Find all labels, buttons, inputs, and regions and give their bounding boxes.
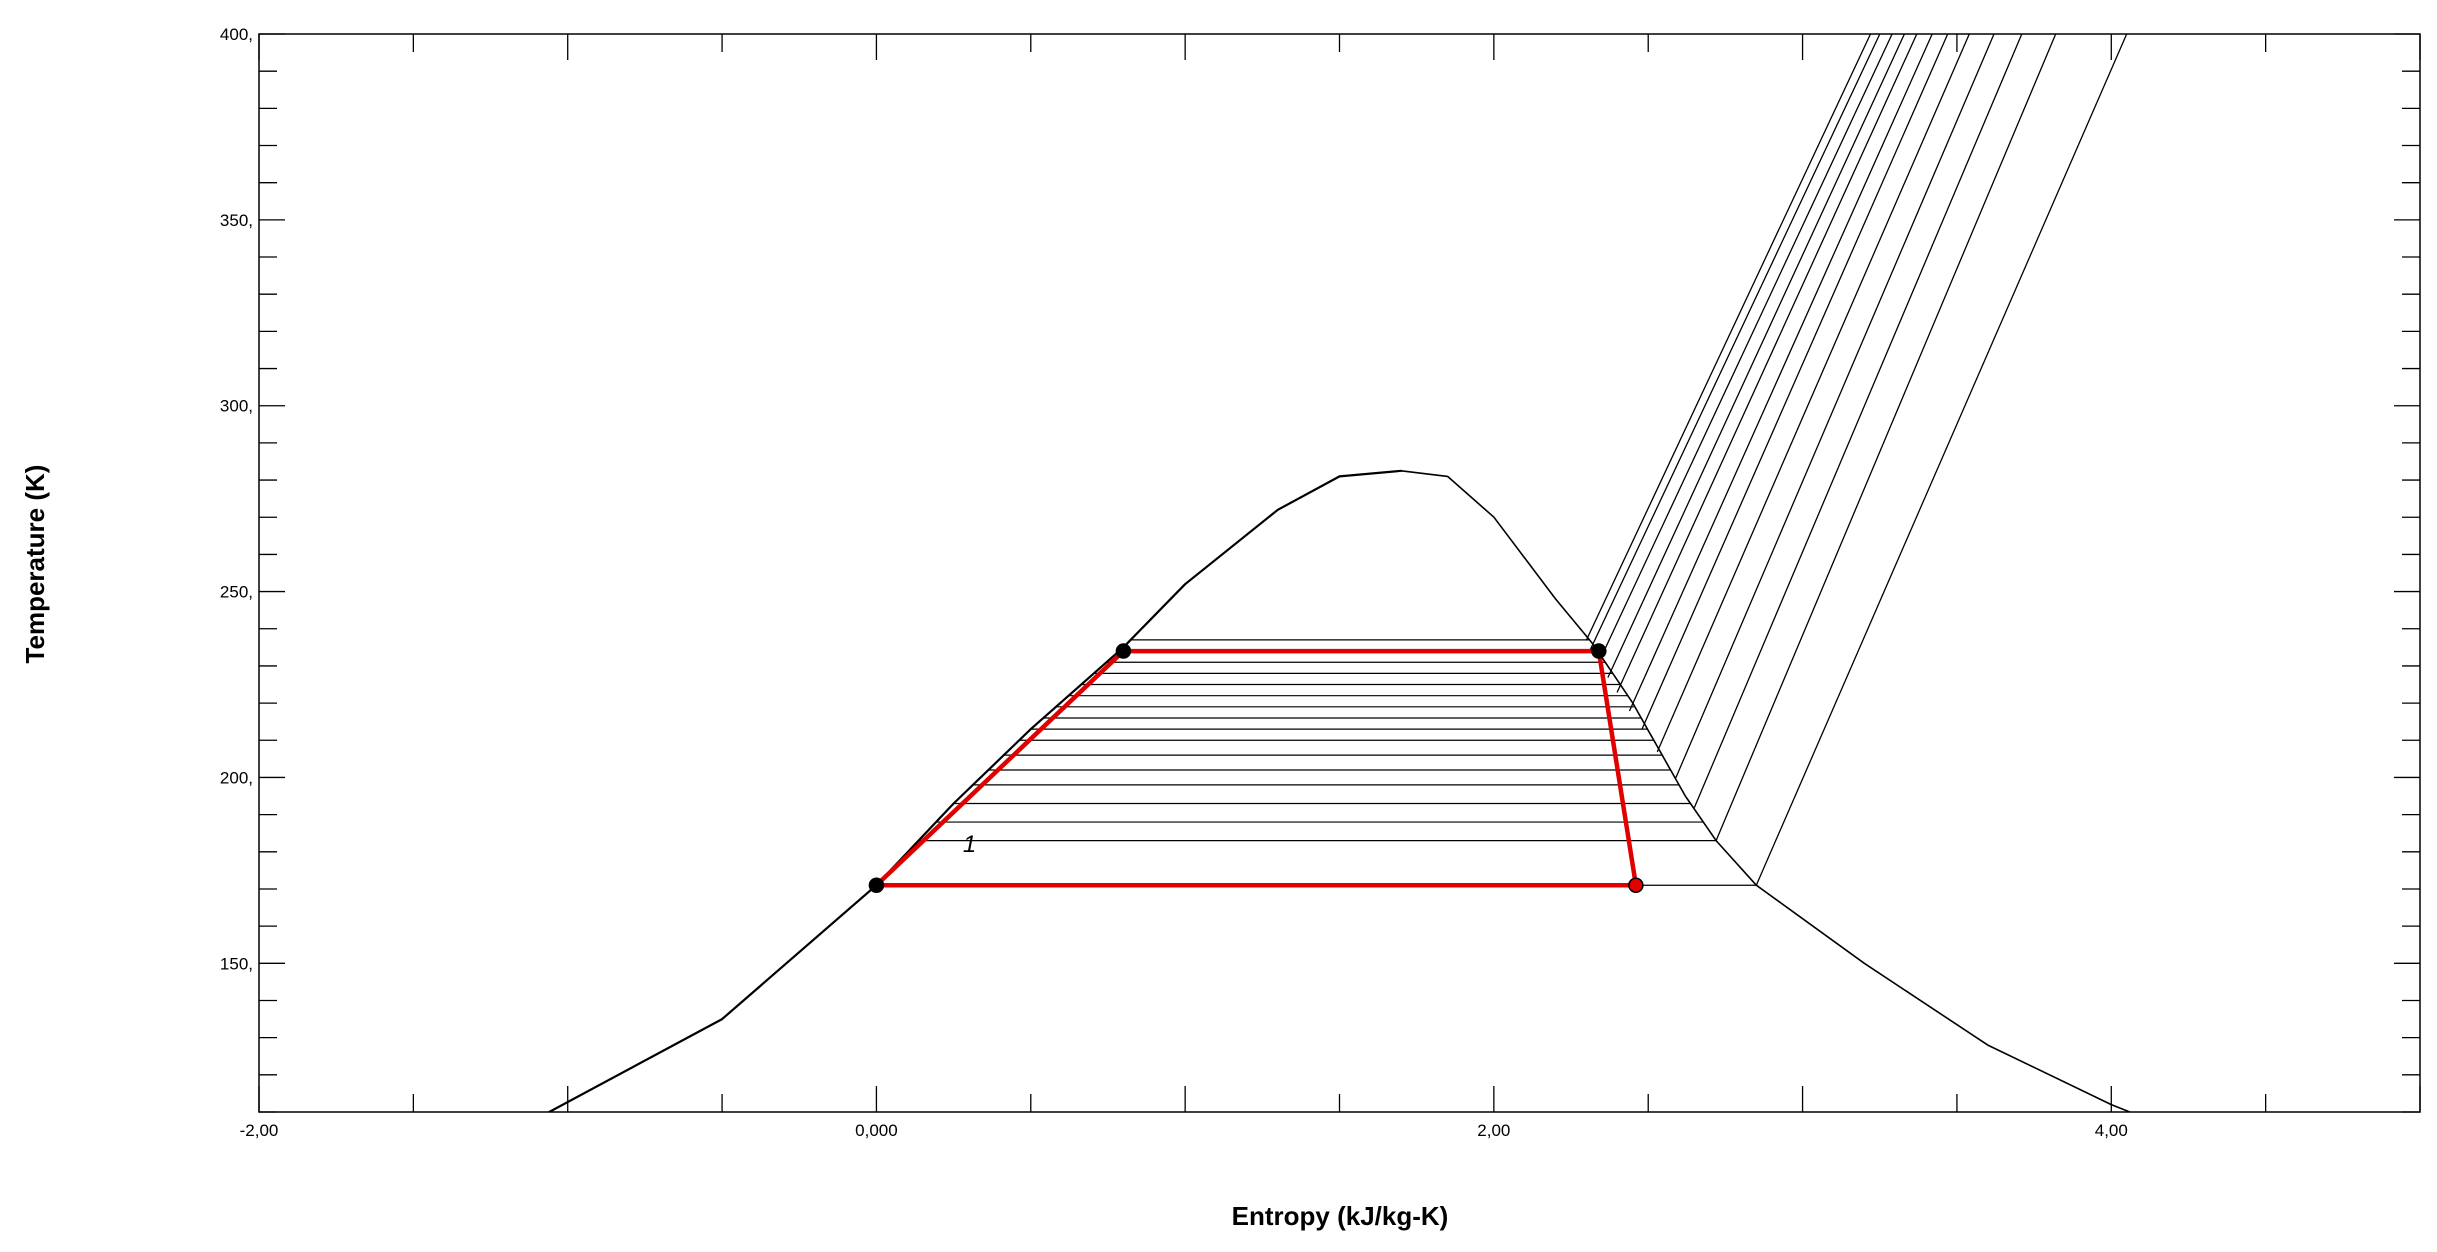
isobar-line (1755, 34, 2128, 886)
x-tick-label: -2,00 (240, 1121, 279, 1140)
isobar-line (1675, 34, 1995, 779)
isobar-line (1607, 34, 1906, 678)
isobar-line (1585, 34, 1872, 641)
x-tick-label: 0,000 (855, 1121, 898, 1140)
plot-area: 1 (548, 34, 2131, 1112)
y-tick-label: 150, (220, 954, 253, 973)
y-tick-label: 400, (220, 25, 253, 44)
isobar-line (1641, 34, 1949, 730)
y-axis-title: Temperature (K) (20, 465, 50, 664)
saturated-vapor-curve (1400, 469, 2131, 1112)
cycle-state-point (1628, 877, 1644, 893)
isobar-line (1598, 34, 1893, 663)
x-tick-label: 4,00 (2095, 1121, 2128, 1140)
plot-content: 1 (548, 34, 2131, 1112)
cycle-state-point (1591, 643, 1607, 659)
isobar-line (1693, 34, 2023, 808)
isobar-line (1656, 34, 1970, 753)
axes: -2,00 0,000 2,00 4,00 150, 200, 250, 300, 350, 40… (220, 25, 2421, 1140)
y-tick-label: 350, (220, 211, 253, 230)
x-axis-title: Entropy (kJ/kg-K) (1232, 1201, 1449, 1231)
saturated-liquid-curve (548, 469, 1403, 1112)
isobar-line (1588, 34, 1881, 652)
cycle-state-point (868, 877, 885, 893)
isobar-line (1616, 34, 1918, 693)
y-tick-label: 200, (220, 768, 253, 787)
y-tick-label: 250, (220, 583, 253, 602)
isobar-line (1715, 34, 2057, 842)
x-tick-label: 2,00 (1477, 1121, 1510, 1140)
cycle-annotation: 1 (963, 831, 976, 858)
isobar-line (1629, 34, 1933, 712)
y-tick-label: 300, (220, 397, 253, 416)
cycle-state-point (1115, 643, 1132, 659)
